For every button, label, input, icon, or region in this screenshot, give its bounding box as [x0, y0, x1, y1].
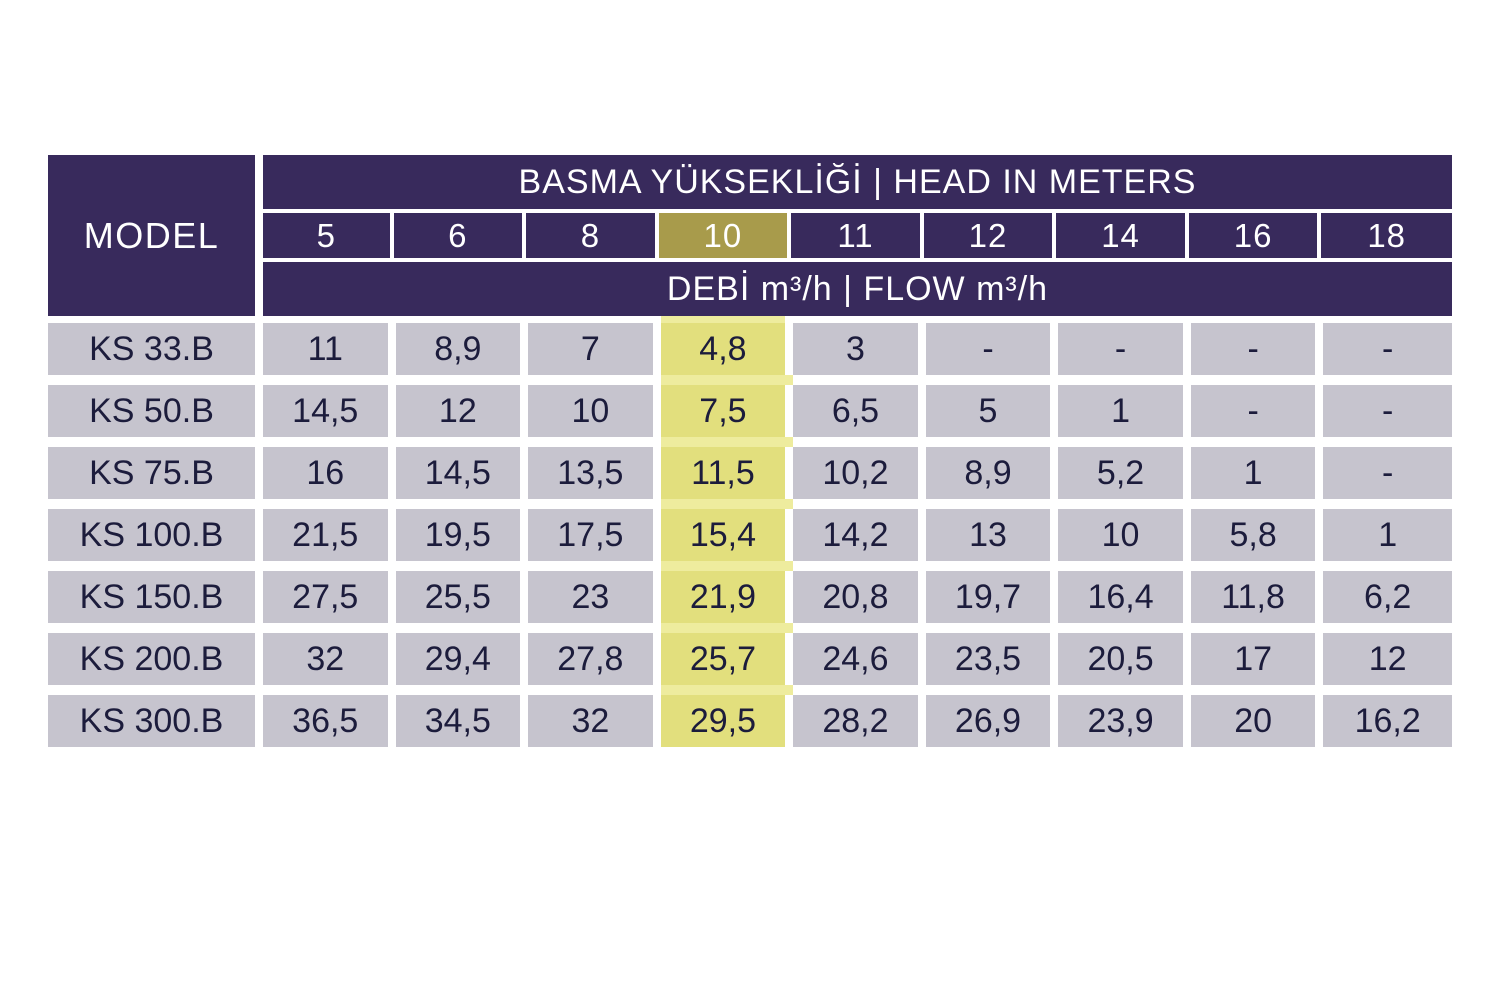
value-cell: -	[917, 316, 1059, 385]
value-cell: 14,5	[255, 375, 396, 447]
model-column-header: MODEL	[48, 155, 263, 320]
head-col-10: 10	[654, 209, 792, 262]
value-cell: -	[1315, 437, 1452, 509]
value-cell: 29,5	[652, 685, 794, 747]
table-header: MODEL BASMA YÜKSEKLİĞİ | HEAD IN METERS …	[48, 155, 1452, 320]
value-cell: 5,2	[1050, 437, 1191, 509]
value-cell: 15,4	[652, 499, 794, 571]
flow-header: DEBİ m³/h | FLOW m³/h	[257, 258, 1452, 320]
value-cell: 32	[255, 623, 396, 695]
value-cell: 21,9	[652, 561, 794, 633]
value-cell: 10	[1050, 499, 1191, 571]
value-cell: -	[1182, 375, 1324, 447]
head-flow-table: MODEL BASMA YÜKSEKLİĞİ | HEAD IN METERS …	[48, 155, 1452, 747]
value-cell: 12	[1315, 623, 1452, 695]
model-cell: KS 33.B	[48, 316, 263, 385]
model-cell: KS 100.B	[48, 499, 263, 571]
table-row: KS 33.B 11 8,9 7 4,8 3- - - -	[48, 316, 1452, 385]
value-cell: 4,8	[652, 316, 794, 385]
value-cell: 16	[255, 437, 396, 509]
value-cell: 19,7	[917, 561, 1059, 633]
value-cell: 12	[387, 375, 529, 447]
value-cell: 27,8	[520, 623, 661, 695]
value-cell: 8,9	[387, 316, 529, 385]
value-cell: 20,5	[1050, 623, 1191, 695]
value-cell: 25,7	[652, 623, 794, 695]
table-row: KS 300.B 36,5 34,5 32 29,5 28,2 26,9 23,9 20 16,2	[48, 685, 1452, 747]
value-cell: 10,2	[785, 437, 926, 509]
table-row: KS 75.B 16 14,5 13,5 11,5 10,2 8,9 5,2 1-	[48, 437, 1452, 509]
value-cell: -	[1315, 316, 1452, 385]
value-cell: 6,2	[1315, 561, 1452, 633]
value-cell: 34,5	[387, 685, 529, 747]
value-cell: 32	[520, 685, 661, 747]
model-cell: KS 200.B	[48, 623, 263, 695]
value-cell: 19,5	[387, 499, 529, 571]
value-cell: 11,5	[652, 437, 794, 509]
value-cell: 11,8	[1182, 561, 1324, 633]
value-cell: 21,5	[255, 499, 396, 571]
value-cell: 28,2	[785, 685, 926, 747]
value-cell: 8,9	[917, 437, 1059, 509]
value-cell: 20,8	[785, 561, 926, 633]
value-cell: 14,5	[387, 437, 529, 509]
value-cell: 23,5	[917, 623, 1059, 695]
value-cell: 16,2	[1315, 685, 1452, 747]
head-col-8: 8	[522, 209, 659, 262]
value-cell: 13	[917, 499, 1059, 571]
value-cell: 1	[1315, 499, 1452, 571]
head-col-14: 14	[1052, 209, 1189, 262]
value-cell: 17,5	[520, 499, 661, 571]
head-col-18: 18	[1317, 209, 1452, 262]
value-cell: 25,5	[387, 561, 529, 633]
value-cell: 14,2	[785, 499, 926, 571]
value-cell: 23,9	[1050, 685, 1191, 747]
value-cell: -	[1050, 316, 1191, 385]
table-row: KS 100.B 21,5 19,5 17,5 15,4 14,2 13 10 5,8 1	[48, 499, 1452, 571]
head-col-16: 16	[1184, 209, 1322, 262]
value-cell: 24,6	[785, 623, 926, 695]
pump-performance-table: MODEL BASMA YÜKSEKLİĞİ | HEAD IN METERS …	[48, 155, 1452, 747]
head-col-11: 11	[787, 209, 924, 262]
value-cell: 23	[520, 561, 661, 633]
value-cell: 3	[785, 316, 926, 385]
value-cell: 10	[520, 375, 661, 447]
head-col-6: 6	[389, 209, 527, 262]
model-cell: KS 50.B	[48, 375, 263, 447]
value-cell: 17	[1182, 623, 1324, 695]
value-cell: -	[1315, 375, 1452, 447]
model-cell: KS 300.B	[48, 685, 263, 747]
value-cell: 6,5	[785, 375, 926, 447]
value-cell: 27,5	[255, 561, 396, 633]
model-cell: KS 75.B	[48, 437, 263, 509]
value-cell: 20	[1182, 685, 1324, 747]
value-cell: 29,4	[387, 623, 529, 695]
value-cell: 1	[1050, 375, 1191, 447]
value-cell: 7	[520, 316, 661, 385]
head-col-5: 5	[257, 209, 394, 262]
value-cell: 5,8	[1182, 499, 1324, 571]
head-values-row: 5 6 8 10 11 12 14 16 18	[48, 209, 1452, 262]
table-row: KS 200.B 32 29,4 27,8 25,7 24,6 23,5 20,5 17 12	[48, 623, 1452, 695]
head-col-12: 12	[919, 209, 1057, 262]
value-cell: 11	[255, 316, 396, 385]
value-cell: 16,4	[1050, 561, 1191, 633]
model-cell: KS 150.B	[48, 561, 263, 633]
table-row: KS 150.B 27,5 25,5 23 21,9 20,8 19,7 16,4 11,8 6,…	[48, 561, 1452, 633]
flow-title-row: DEBİ m³/h | FLOW m³/h	[48, 258, 1452, 320]
table-body: KS 33.B 11 8,9 7 4,8 3- - - - KS 50.B 14,5 12 10 7,5 6…	[48, 316, 1452, 747]
value-cell: -	[1182, 316, 1324, 385]
value-cell: 1	[1182, 437, 1324, 509]
value-cell: 13,5	[520, 437, 661, 509]
value-cell: 7,5	[652, 375, 794, 447]
table-row: KS 50.B 14,5 12 10 7,5 6,5 5 1- -	[48, 375, 1452, 447]
head-title-row: MODEL BASMA YÜKSEKLİĞİ | HEAD IN METERS	[48, 155, 1452, 320]
head-in-meters-header: BASMA YÜKSEKLİĞİ | HEAD IN METERS	[257, 155, 1452, 213]
value-cell: 36,5	[255, 685, 396, 747]
value-cell: 5	[917, 375, 1059, 447]
value-cell: 26,9	[917, 685, 1059, 747]
